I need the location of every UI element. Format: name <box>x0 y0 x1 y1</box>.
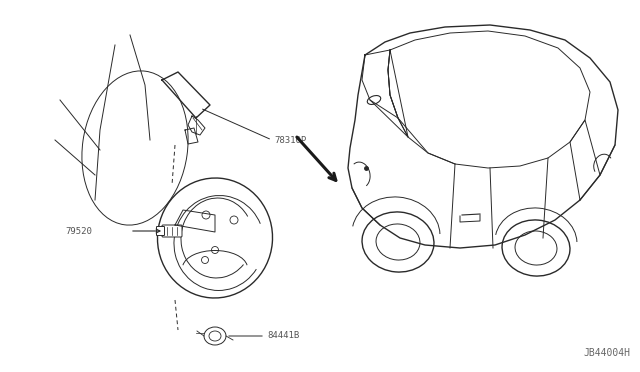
Text: 84441B: 84441B <box>267 331 300 340</box>
Text: JB44004H: JB44004H <box>583 348 630 358</box>
FancyBboxPatch shape <box>157 227 164 235</box>
FancyBboxPatch shape <box>162 225 182 237</box>
Text: 79520: 79520 <box>65 227 92 235</box>
Text: 78310P: 78310P <box>274 135 307 144</box>
